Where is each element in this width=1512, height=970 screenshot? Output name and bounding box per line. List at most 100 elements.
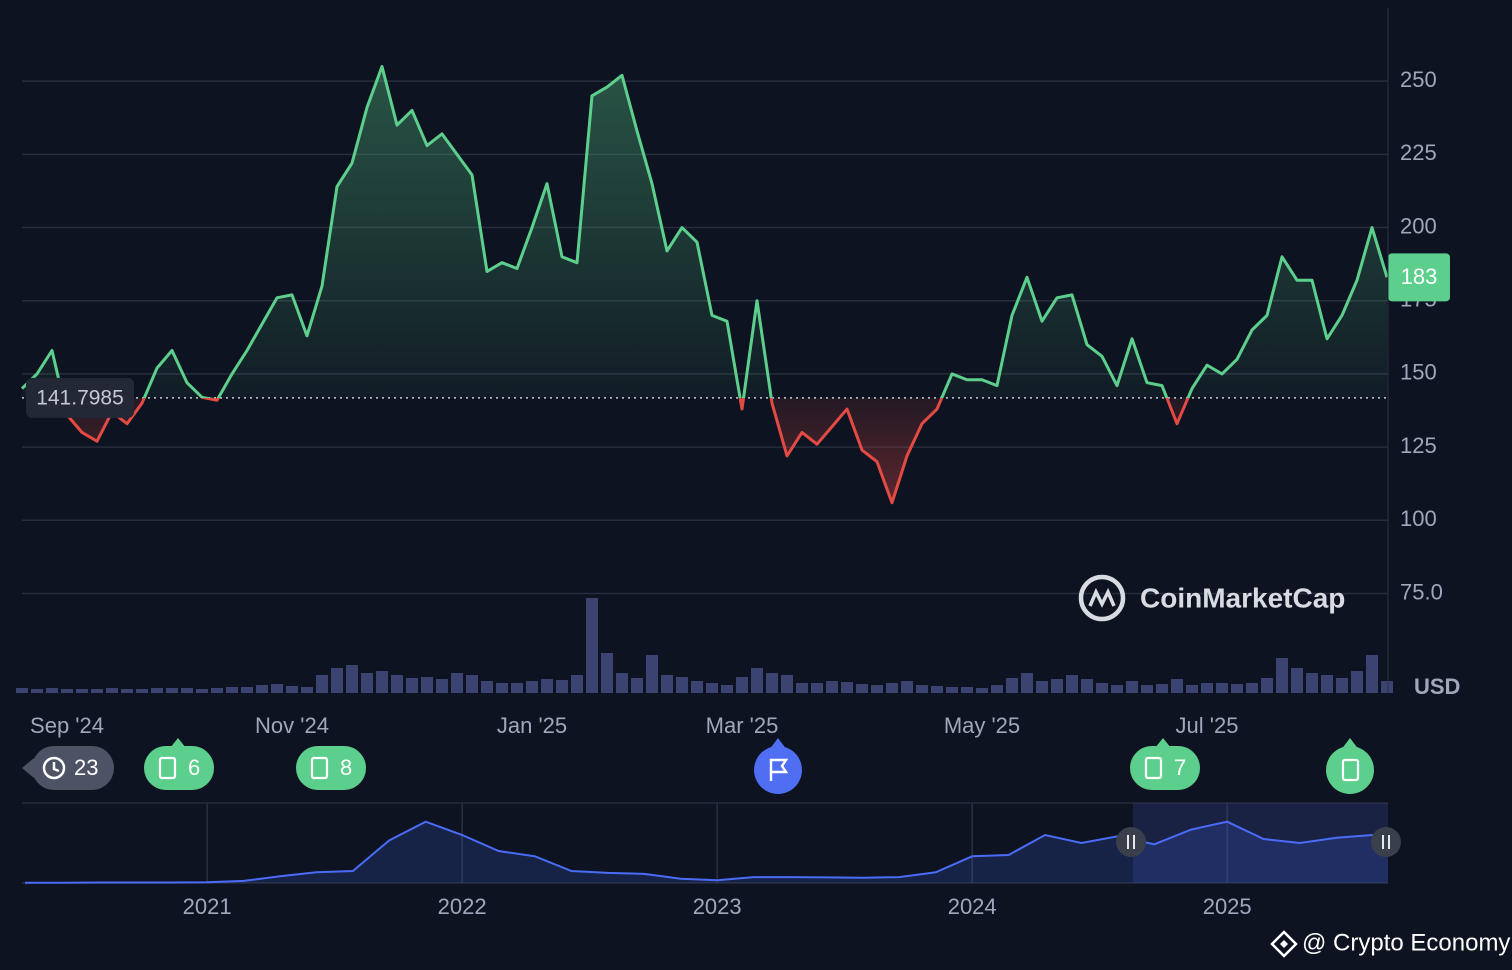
volume-bar — [406, 678, 418, 693]
volume-bar — [706, 683, 718, 693]
volume-bar — [1126, 681, 1138, 693]
volume-bar — [676, 677, 688, 693]
axis-label: USD — [1414, 674, 1460, 699]
event-pill[interactable] — [144, 746, 214, 790]
volume-bar — [1096, 683, 1108, 693]
volume-bar — [91, 689, 103, 693]
event-marker[interactable] — [754, 746, 802, 794]
volume-bar — [586, 598, 598, 693]
volume-bar — [76, 689, 88, 693]
volume-bar — [946, 687, 958, 693]
volume-bar — [181, 688, 193, 693]
x-tick-label: Nov '24 — [255, 713, 329, 738]
volume-bar — [1006, 678, 1018, 693]
navigator: 2021 2022 2023 2024 2025 — [22, 802, 1401, 919]
volume-bar — [496, 683, 508, 693]
volume-bar — [451, 673, 463, 693]
volume-bar — [556, 680, 568, 693]
volume-bar — [1261, 678, 1273, 693]
volume-bar — [1186, 685, 1198, 693]
volume-bar — [196, 689, 208, 693]
volume-bar — [241, 687, 253, 693]
volume-bar — [421, 677, 433, 693]
x-tick-label: May '25 — [944, 713, 1020, 738]
y-tick-label: 125 — [1400, 433, 1437, 458]
volume-bar — [481, 681, 493, 693]
volume-bar — [526, 681, 538, 693]
volume-bar — [331, 668, 343, 693]
volume-bar — [841, 682, 853, 693]
navigator-area — [22, 821, 1388, 883]
flag-icon — [769, 758, 789, 781]
event-arrow — [1155, 738, 1171, 748]
doc-icon — [310, 756, 329, 780]
x-tick-label: 2025 — [1203, 894, 1252, 919]
volume-bar — [361, 673, 373, 693]
credit: @ Crypto Economy — [1270, 929, 1510, 958]
volume-bar — [61, 689, 73, 693]
history-icon — [42, 756, 66, 780]
y-tick-label: 100 — [1400, 506, 1437, 531]
volume-bar — [616, 673, 628, 693]
volume-bar — [871, 685, 883, 693]
baseline-label-box — [26, 377, 134, 418]
volume-bar — [106, 688, 118, 693]
volume-bar — [1201, 683, 1213, 693]
volume-bar — [1231, 684, 1243, 693]
navigator-handle[interactable] — [1116, 827, 1146, 857]
handle-circle — [1371, 827, 1401, 857]
volume-bar — [1081, 679, 1093, 693]
volume-bar — [961, 687, 973, 693]
y-tick-label: 75.0 — [1400, 579, 1443, 604]
x-tick-label: Mar '25 — [706, 713, 779, 738]
volume-bar — [661, 675, 673, 693]
price-line — [20, 65, 1389, 505]
event-marker[interactable] — [1326, 746, 1374, 794]
volume-bar — [1036, 681, 1048, 693]
x-tick-label: Jul '25 — [1176, 713, 1239, 738]
volume-bar — [391, 675, 403, 693]
watermark-text: CoinMarketCap — [1140, 582, 1345, 613]
volume-bar — [781, 675, 793, 693]
event-pill[interactable] — [1130, 746, 1200, 790]
volume-bar — [1321, 675, 1333, 693]
volume-bar — [1306, 673, 1318, 693]
volume-bar — [166, 688, 178, 693]
volume-bar — [1111, 685, 1123, 693]
volume-bar — [121, 689, 133, 693]
x-tick-label: 2023 — [693, 894, 742, 919]
volume-bar — [1381, 681, 1393, 693]
volume-bar — [286, 686, 298, 693]
x-tick-label: Sep '24 — [30, 713, 104, 738]
event-count: 7 — [1174, 755, 1186, 780]
volume-bar — [1051, 679, 1063, 693]
event-count: 8 — [340, 755, 352, 780]
event-arrow — [22, 758, 34, 778]
events: 23 6 8 7 — [22, 738, 1374, 794]
credit-icon — [1270, 930, 1298, 958]
volume-bar — [886, 683, 898, 693]
x-tick-label: Jan '25 — [497, 713, 567, 738]
navigator-handle[interactable] — [1371, 827, 1401, 857]
volume-bar — [1366, 655, 1378, 693]
y-tick-label: 200 — [1400, 213, 1437, 238]
volume-bar — [1216, 683, 1228, 693]
volume-bar — [1246, 683, 1258, 693]
volume-bar — [796, 683, 808, 693]
volume-bar — [1156, 684, 1168, 693]
watermark: CoinMarketCap — [1078, 574, 1345, 622]
navigator-selection — [1133, 803, 1388, 883]
volume-bar — [991, 685, 1003, 693]
event-pill[interactable] — [296, 746, 366, 790]
event-count: 23 — [74, 755, 98, 780]
volume-bar — [16, 688, 28, 693]
volume-bar — [316, 675, 328, 693]
volume-bar — [301, 687, 313, 693]
volume-bar — [736, 677, 748, 693]
volume-bar — [346, 665, 358, 693]
current-price: 183 — [1401, 264, 1438, 289]
y-tick-label: 250 — [1400, 67, 1437, 92]
history-icon — [52, 762, 60, 773]
volume-bar — [691, 681, 703, 693]
